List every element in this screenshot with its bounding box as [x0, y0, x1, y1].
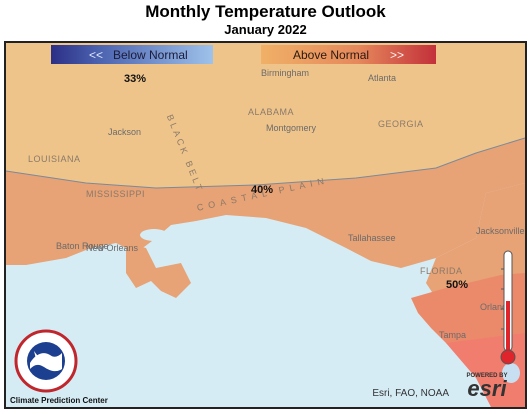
- city-label: Tallahassee: [348, 233, 396, 243]
- city-label: Montgomery: [266, 123, 317, 133]
- state-label: MISSISSIPPI: [86, 189, 146, 199]
- probability-label: 40%: [251, 184, 274, 196]
- delta-land: [126, 243, 191, 298]
- lake-pontchartrain: [140, 229, 168, 241]
- legend-above-normal: Above Normal >>: [261, 45, 436, 64]
- map-attribution: Esri, FAO, NOAA: [372, 388, 449, 399]
- esri-wordmark: esri: [467, 376, 507, 401]
- city-label: Jacksonville: [476, 226, 525, 236]
- probability-label: 33%: [124, 73, 147, 85]
- state-label: LOUISIANA: [28, 154, 81, 164]
- cpc-label: Climate Prediction Center: [10, 396, 108, 405]
- esri-logo: POWERED BY esri: [457, 373, 517, 401]
- nws-logo-icon: [14, 329, 78, 393]
- legend-below-arrows: <<: [89, 47, 104, 62]
- city-label: Birmingham: [261, 68, 310, 78]
- zone-33-percent: [6, 43, 525, 188]
- probability-label: 50%: [446, 279, 469, 291]
- state-label: ALABAMA: [248, 107, 295, 117]
- lake-okeechobee: [502, 363, 520, 383]
- map-title: Monthly Temperature Outlook: [145, 2, 386, 21]
- state-label: FLORIDA: [420, 266, 463, 276]
- city-label: Orlando: [480, 302, 513, 312]
- map-canvas[interactable]: [6, 43, 525, 407]
- city-label: Jackson: [108, 127, 142, 137]
- map-frame[interactable]: << Below Normal Above Normal >> 33% 40% …: [4, 41, 527, 409]
- legend-below-label: Below Normal: [113, 47, 188, 62]
- city-label: Atlanta: [368, 73, 397, 83]
- zone-boundary-line: [6, 137, 525, 189]
- city-label: New Orleans: [86, 243, 139, 253]
- esri-powered-label: POWERED BY: [466, 373, 508, 379]
- legend-above-arrows: >>: [390, 47, 405, 62]
- state-label: GEORGIA: [378, 119, 424, 129]
- legend-below-normal: << Below Normal: [51, 45, 213, 64]
- zone-40-percent: [6, 138, 525, 268]
- map-subtitle: January 2022: [224, 22, 307, 37]
- thermometer-icon: [500, 250, 516, 365]
- city-label: Tampa: [439, 330, 467, 340]
- city-label: Baton Rouge: [56, 241, 109, 251]
- legend-above-label: Above Normal: [293, 47, 370, 62]
